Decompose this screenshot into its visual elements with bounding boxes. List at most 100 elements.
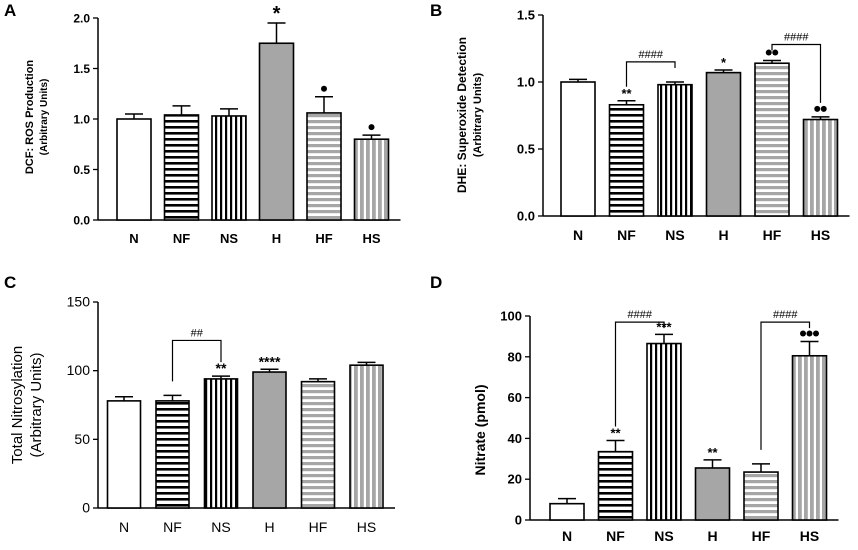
panel-b-comparison-bracket	[771, 43, 822, 103]
panel-a-y-tick-label: 1.0	[73, 113, 90, 127]
panel-d-comparison-bracket	[760, 321, 811, 450]
panel-b-significance-dot	[772, 49, 779, 56]
panel-a-bar-hf	[306, 112, 342, 221]
panel-d-bracket-label: ####	[773, 309, 798, 321]
panel-a-significance-stars: *	[273, 3, 281, 25]
panel-b-bar-n	[560, 81, 596, 217]
panel-a-ylabel-line1: DCF: ROS Production	[24, 60, 36, 175]
panel-a-bar-nf	[163, 114, 200, 221]
panel-b-bracket-label: ####	[784, 31, 809, 43]
panel-c-y-tick-label: 150	[67, 294, 91, 310]
chart-panel-a: 0.0 0.5 1.0 1.5 2.0 N NF NS H HF HS *	[73, 3, 401, 246]
panel-d-x-tick-label: NF	[606, 528, 625, 544]
panel-c-bar-hf	[300, 380, 336, 509]
panel-d-x-tick-label: NS	[654, 528, 673, 544]
panel-c-ylabel-line1: Total Nitrosylation	[9, 346, 26, 464]
panel-c-x-tick-label: HF	[309, 519, 328, 535]
panel-letter-c: C	[4, 273, 16, 292]
panel-c-ylabel-line2: (Arbitrary Units)	[28, 352, 45, 457]
panel-b-y-tick-label: 0.0	[517, 209, 535, 224]
panel-a-significance-dot	[368, 124, 375, 131]
panel-a-bar-h	[258, 42, 295, 221]
panel-a-y-tick-label: 0.0	[73, 214, 90, 228]
panel-a-y-tick-label: 2.0	[73, 12, 90, 26]
panel-a-significance-dot	[321, 85, 327, 92]
panel-b-x-tick-label: H	[718, 227, 728, 243]
panel-a-x-tick-label: NS	[220, 231, 238, 246]
panel-b-bar-hs	[802, 118, 839, 217]
panel-d-y-tick-label: 60	[508, 390, 522, 405]
panel-a-bar-n	[116, 118, 152, 221]
panel-d-ylabel-line1: Nitrate (pmol)	[472, 385, 488, 476]
panel-d-bar-nf	[597, 450, 634, 521]
panel-d-y-tick-label: 0	[515, 513, 522, 528]
panel-b-significance-stars: **	[621, 86, 632, 101]
panel-d-x-tick-label: HF	[752, 528, 771, 544]
panel-d-significance-dot	[806, 330, 813, 337]
panel-c-comparison-bracket	[171, 339, 222, 382]
panel-d-bar-ns	[646, 342, 682, 521]
panel-c-y-tick-label: 0	[82, 500, 90, 516]
panel-b-significance-dot	[814, 105, 821, 112]
panel-d-comparison-bracket	[614, 321, 665, 427]
panel-b-significance-dot	[820, 105, 827, 112]
panel-b-bracket-label: ####	[639, 49, 664, 61]
panel-d-significance-dot	[813, 330, 819, 337]
panel-a-x-tick-label: HF	[315, 231, 332, 246]
panel-b-ylabel-line1: DHE: Superoxide Detection	[455, 37, 469, 193]
panel-b-y-tick-label: 0.5	[517, 142, 535, 157]
panel-b-ylabel-line2: (Arbitrary Units)	[472, 72, 484, 157]
panel-d-significance-dot	[800, 330, 806, 337]
panel-c-y-tick-label: 50	[74, 431, 90, 447]
panel-d-significance-stars: **	[610, 425, 621, 440]
panel-a-bar-ns	[211, 115, 247, 221]
panel-letter-d: D	[430, 273, 442, 292]
panel-letter-b: B	[430, 1, 442, 20]
panel-d-y-tick-label: 20	[508, 472, 522, 487]
panel-c-x-tick-label: NS	[211, 519, 230, 535]
panel-c-significance-stars: **	[216, 360, 227, 376]
panel-d-bar-hs	[791, 354, 828, 521]
panel-c-bracket-label: ##	[191, 327, 204, 339]
panel-a-x-tick-label: NF	[173, 231, 190, 246]
panel-c-y-tick-label: 100	[67, 362, 91, 378]
panel-c-x-tick-label: N	[119, 519, 129, 535]
panel-c-significance-stars: ****	[259, 353, 281, 369]
panel-a-y-tick-label: 1.5	[73, 62, 90, 76]
panel-a-ylabel-line2: (Arbitrary Units)	[39, 79, 50, 156]
panel-d-x-tick-label: H	[707, 528, 717, 544]
panel-b-bar-h	[705, 71, 742, 217]
chart-panel-b: 0.00.51.01.5N NF NS H HF HS***########	[517, 8, 850, 243]
panel-d-significance-stars: **	[707, 445, 718, 460]
panel-b-comparison-bracket	[625, 61, 676, 87]
panel-d-x-tick-label: HS	[800, 528, 819, 544]
panel-d-bar-n	[549, 502, 585, 521]
panel-b-significance-stars: *	[721, 55, 727, 70]
panel-b-bar-nf	[608, 103, 645, 217]
panel-c-bar-n	[106, 400, 142, 509]
panel-a-y-tick-label: 0.5	[73, 163, 90, 177]
panel-b-significance-dot	[765, 49, 772, 56]
panel-c-x-tick-label: H	[264, 519, 274, 535]
panel-b-x-tick-label: NS	[665, 227, 684, 243]
panel-b-bar-hf	[754, 62, 790, 217]
panel-c-x-tick-label: HS	[357, 519, 376, 535]
panel-b-x-tick-label: NF	[617, 227, 636, 243]
panel-d-bracket-label: ####	[628, 309, 653, 321]
panel-c-x-tick-label: NF	[163, 519, 182, 535]
panel-c-bar-h	[252, 371, 287, 509]
panel-c-bar-nf	[155, 400, 190, 509]
panel-b-x-tick-label: N	[573, 227, 583, 243]
panel-letter-a: A	[4, 1, 16, 20]
panel-d-y-tick-label: 100	[500, 309, 522, 324]
panel-d-bar-hf	[743, 471, 779, 521]
panel-b-y-tick-label: 1.5	[517, 8, 535, 23]
panel-b-y-tick-label: 1.0	[517, 75, 535, 90]
panel-d-bar-h	[694, 467, 731, 521]
panel-d-y-tick-label: 80	[508, 349, 522, 364]
panel-a-bar-hs	[353, 138, 390, 221]
panel-b-x-tick-label: HF	[763, 227, 782, 243]
